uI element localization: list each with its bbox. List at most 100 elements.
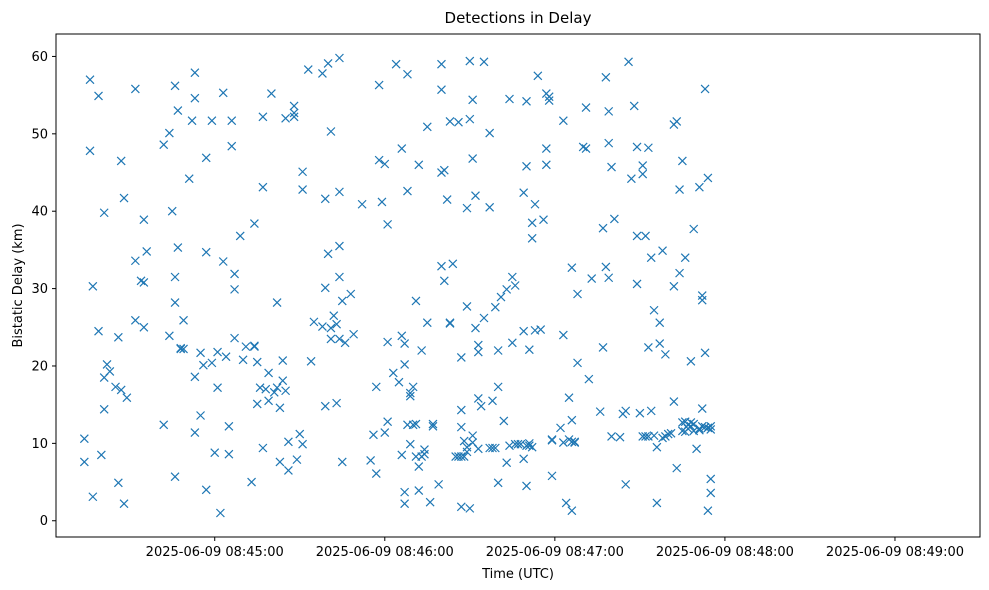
data-point <box>488 396 497 406</box>
x-tick-label: 2025-06-09 08:48:00 <box>656 545 794 560</box>
data-point <box>621 479 631 489</box>
data-point <box>462 203 472 213</box>
data-point <box>139 322 149 332</box>
y-tick-label: 50 <box>31 127 48 142</box>
data-point <box>374 155 384 165</box>
data-point <box>638 169 648 179</box>
data-point <box>323 249 333 259</box>
data-point <box>632 231 642 241</box>
data-point <box>533 71 543 81</box>
data-point <box>394 377 404 387</box>
data-point <box>96 450 106 460</box>
data-point <box>201 153 211 163</box>
data-point <box>578 142 588 152</box>
data-point <box>298 439 308 449</box>
data-point <box>116 385 126 395</box>
data-point <box>266 89 276 99</box>
x-axis: 2025-06-09 08:45:00 2025-06-09 08:46:00 20… <box>146 537 964 560</box>
data-point <box>700 348 710 358</box>
data-point <box>190 68 200 78</box>
data-point <box>493 382 503 392</box>
y-tick-label: 30 <box>31 282 48 297</box>
data-point <box>261 384 271 394</box>
data-point <box>422 122 432 132</box>
data-point <box>519 326 529 336</box>
data-point <box>609 214 619 224</box>
x-axis-label: Time (UTC) <box>481 567 554 582</box>
data-point <box>703 506 713 516</box>
data-point <box>601 262 611 272</box>
data-point <box>227 141 237 151</box>
data-point <box>329 311 339 321</box>
data-point <box>573 358 582 368</box>
data-point <box>493 346 503 355</box>
data-point <box>283 466 293 475</box>
x-tick-label: 2025-06-09 08:47:00 <box>486 545 624 560</box>
data-point <box>434 479 444 489</box>
data-point <box>380 428 390 437</box>
data-point <box>454 117 463 127</box>
data-point <box>408 382 418 392</box>
data-point <box>527 233 537 243</box>
data-point <box>445 117 455 126</box>
data-point <box>456 353 466 362</box>
data-point <box>230 284 239 294</box>
data-point <box>335 241 344 251</box>
data-point <box>694 425 704 435</box>
data-point <box>502 284 512 294</box>
data-point <box>403 69 412 79</box>
data-point <box>184 174 194 184</box>
data-point <box>366 455 376 465</box>
data-point <box>558 116 568 126</box>
data-point <box>298 185 308 194</box>
data-point <box>706 425 716 434</box>
data-point <box>130 315 140 325</box>
data-point <box>697 291 707 300</box>
data-point <box>196 411 205 420</box>
data-point <box>105 366 115 376</box>
data-point <box>136 276 146 286</box>
data-point <box>595 407 605 417</box>
data-point <box>641 431 650 441</box>
data-point <box>380 159 390 169</box>
data-point <box>694 182 704 192</box>
data-point <box>272 298 282 307</box>
data-point <box>411 296 421 306</box>
data-point <box>139 215 149 225</box>
data-point <box>79 434 89 444</box>
data-point <box>275 403 285 413</box>
data-point <box>201 247 211 257</box>
data-point <box>357 199 367 209</box>
data-point <box>252 357 262 367</box>
data-point <box>377 197 387 207</box>
data-point <box>468 431 478 441</box>
data-point <box>561 498 571 508</box>
data-point <box>527 218 537 228</box>
data-point <box>198 360 208 370</box>
data-point <box>241 342 251 352</box>
data-point <box>278 376 288 386</box>
data-point <box>85 75 95 85</box>
data-point <box>235 231 245 241</box>
data-point <box>700 84 710 94</box>
data-point <box>247 477 256 487</box>
data-point <box>437 261 446 271</box>
data-point <box>210 448 220 458</box>
data-point <box>655 318 665 328</box>
data-point <box>456 405 466 415</box>
data-point <box>179 344 188 354</box>
data-point <box>224 449 234 459</box>
data-point <box>428 421 438 431</box>
data-point <box>88 492 98 502</box>
data-point <box>332 398 342 408</box>
data-point <box>397 144 407 153</box>
data-point <box>298 167 308 177</box>
data-point <box>604 138 614 148</box>
data-point <box>196 348 205 358</box>
data-point <box>629 101 639 111</box>
data-point <box>584 374 594 384</box>
data-point <box>567 437 577 447</box>
data-point <box>388 368 398 378</box>
data-point <box>335 53 344 63</box>
